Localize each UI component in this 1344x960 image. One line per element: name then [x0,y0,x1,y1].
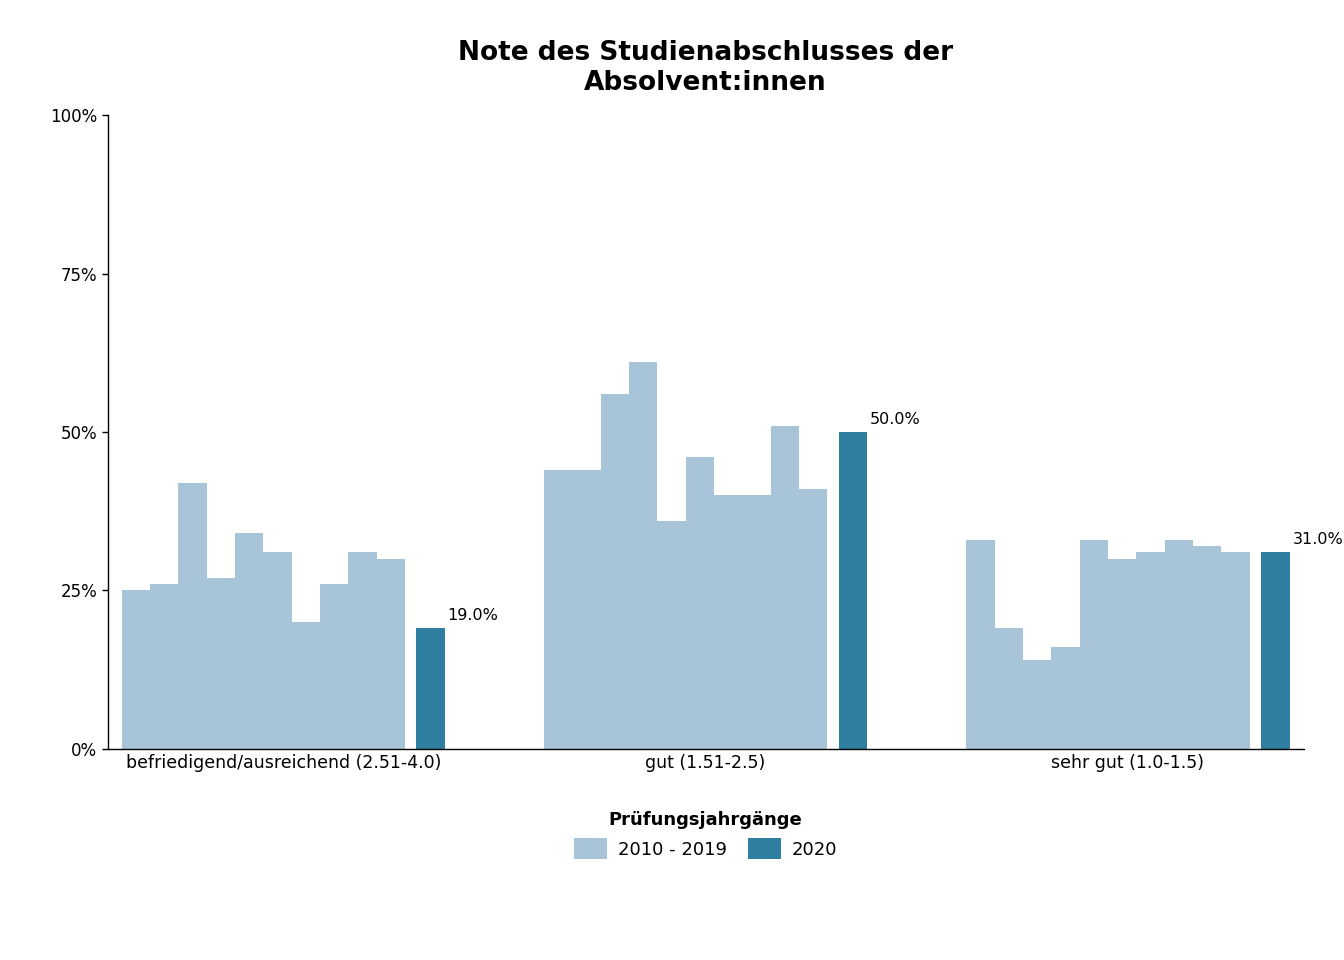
Bar [1023,660,1051,749]
Bar [1137,552,1165,749]
Bar [151,584,179,749]
Bar [263,552,292,749]
Bar [417,629,445,749]
Bar [839,432,867,749]
Text: 50.0%: 50.0% [870,412,921,427]
Bar [1051,647,1079,749]
Bar [544,470,573,749]
Bar [1261,552,1289,749]
Bar [1222,552,1250,749]
Text: 19.0%: 19.0% [448,609,499,623]
Bar [573,470,601,749]
Legend: 2010 - 2019, 2020: 2010 - 2019, 2020 [567,804,844,867]
Bar [657,520,685,749]
Bar [685,457,714,749]
Bar [122,590,151,749]
Bar [1107,559,1137,749]
Bar [714,495,742,749]
Title: Note des Studienabschlusses der
Absolvent:innen: Note des Studienabschlusses der Absolven… [458,40,953,96]
Bar [1079,540,1107,749]
Bar [235,534,263,749]
Bar [966,540,995,749]
Bar [1193,546,1222,749]
Bar [995,629,1023,749]
Bar [629,362,657,749]
Text: 31.0%: 31.0% [1293,532,1343,547]
Bar [320,584,348,749]
Bar [376,559,405,749]
Bar [800,489,828,749]
Bar [601,394,629,749]
Bar [207,578,235,749]
Bar [771,425,800,749]
Bar [292,622,320,749]
Bar [742,495,771,749]
Bar [348,552,376,749]
Bar [179,483,207,749]
Bar [1165,540,1193,749]
